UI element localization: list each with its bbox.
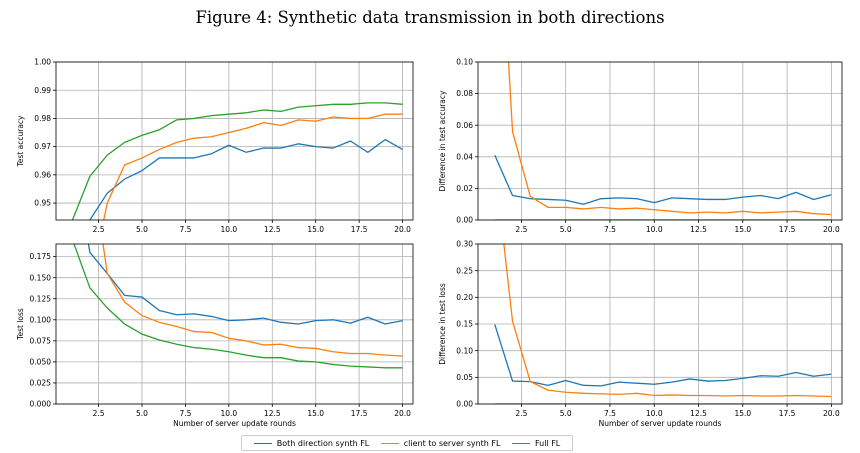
x-tick-label: 12.5 (690, 225, 707, 234)
y-tick-label: 0.06 (456, 121, 473, 130)
plot-frame (55, 243, 414, 405)
y-tick-label: 0.125 (30, 294, 52, 303)
x-tick-label: 7.5 (604, 225, 616, 234)
x-tick-label: 7.5 (179, 225, 191, 234)
legend-label-both-direction: Both direction synth FL (276, 438, 370, 448)
y-tick-label: 0.98 (34, 114, 51, 123)
legend-swatch-full-fl (511, 442, 530, 444)
x-tick-label: 15.0 (307, 225, 324, 234)
y-tick-label: 0.20 (456, 293, 473, 302)
y-tick-label: 0.025 (30, 379, 52, 388)
legend-swatch-both-direction (253, 442, 272, 444)
y-tick-label: 0.30 (456, 240, 473, 249)
chart-test-loss: 2.5 5.0 7.5 10.0 12.5 15.0 17.5 20.0 0.000 0.025 0… (16, 243, 414, 428)
series-line-full-fl (71, 102, 403, 220)
x-tick-label: 12.5 (264, 225, 281, 234)
y-tick-label: 0.95 (34, 199, 51, 208)
y-tick-label: 0.10 (456, 346, 473, 355)
x-tick-label: 10.0 (221, 225, 238, 234)
legend-label-full-fl: Full FL (534, 438, 561, 448)
chart-diff-test-accuracy: 2.5 5.0 7.5 10.0 12.5 15.0 17.5 20.0 0.00 0.02 0.0… (438, 58, 843, 234)
x-tick-label: 15.0 (307, 409, 324, 418)
x-tick-label: 15.0 (734, 225, 751, 234)
chart-diff-test-loss: 2.5 5.0 7.5 10.0 12.5 15.0 17.5 20.0 0.00 0.05 0.1… (438, 240, 843, 428)
y-tick-label: 0.96 (34, 170, 51, 179)
x-tick-label: 5.0 (560, 225, 572, 234)
series-line-client-to-server (503, 244, 832, 398)
x-tick-label: 10.0 (646, 409, 663, 418)
y-tick-label: 0.050 (30, 357, 52, 366)
y-tick-label: 0.075 (30, 336, 52, 345)
y-tick-label: 0.000 (30, 400, 52, 409)
y-axis-label: Test loss (16, 308, 25, 341)
x-tick-label: 2.5 (93, 409, 105, 418)
figure-title: Figure 4: Synthetic data transmission in… (195, 8, 665, 27)
y-axis-label: Difference in test accuracy (438, 90, 447, 191)
y-tick-label: 0.150 (30, 273, 52, 282)
x-tick-label: 10.0 (221, 409, 238, 418)
x-tick-label: 20.0 (394, 409, 411, 418)
plot-frame (55, 61, 414, 221)
x-tick-label: 2.5 (93, 225, 105, 234)
x-tick-label: 12.5 (690, 409, 707, 418)
y-tick-label: 0.99 (34, 86, 51, 95)
x-tick-label: 17.5 (779, 225, 796, 234)
x-tick-label: 2.5 (515, 409, 527, 418)
x-tick-label: 20.0 (823, 225, 840, 234)
y-tick-label: 0.175 (30, 252, 52, 261)
legend: Both direction synth FL client to server… (241, 435, 573, 451)
x-tick-label: 2.5 (515, 225, 527, 234)
x-tick-label: 17.5 (351, 225, 368, 234)
y-tick-label: 0.05 (456, 373, 473, 382)
x-tick-label: 7.5 (179, 409, 191, 418)
plot-frame (477, 61, 843, 221)
legend-swatch-client-to-server (380, 442, 399, 444)
y-axis-label: Test accuracy (16, 115, 25, 168)
y-axis-label: Difference in test loss (438, 283, 447, 365)
series-line-client-to-server (103, 113, 403, 220)
x-tick-label: 15.0 (734, 409, 751, 418)
y-tick-label: 0.00 (456, 216, 473, 225)
legend-item-both-direction: Both direction synth FL (253, 438, 370, 448)
x-tick-label: 7.5 (604, 409, 616, 418)
y-tick-label: 0.10 (456, 58, 473, 67)
series-line-both-direction (494, 154, 832, 205)
x-axis-label: Number of server update rounds (173, 419, 296, 428)
x-tick-label: 10.0 (646, 225, 663, 234)
series-line-both-direction (494, 324, 832, 387)
legend-item-full-fl: Full FL (511, 438, 561, 448)
y-tick-label: 0.02 (456, 184, 473, 193)
y-tick-label: 1.00 (34, 58, 51, 67)
series-line-full-fl (73, 244, 403, 369)
x-tick-label: 5.0 (136, 225, 148, 234)
x-axis-label: Number of server update rounds (599, 419, 722, 428)
x-tick-label: 5.0 (136, 409, 148, 418)
x-tick-label: 5.0 (560, 409, 572, 418)
x-tick-label: 20.0 (394, 225, 411, 234)
series-line-client-to-server (102, 244, 403, 357)
series-line-both-direction (89, 138, 403, 220)
y-tick-label: 0.97 (34, 142, 51, 151)
y-tick-label: 0.15 (456, 320, 473, 329)
legend-label-client-to-server: client to server synth FL (403, 438, 501, 448)
y-tick-label: 0.04 (456, 152, 473, 161)
x-tick-label: 20.0 (823, 409, 840, 418)
x-tick-label: 17.5 (351, 409, 368, 418)
x-tick-label: 12.5 (264, 409, 281, 418)
x-tick-label: 17.5 (779, 409, 796, 418)
series-line-client-to-server (507, 62, 832, 216)
chart-test-accuracy: 2.5 5.0 7.5 10.0 12.5 15.0 17.5 20.0 0.95 0.96 0.9… (16, 58, 414, 234)
y-tick-label: 0.00 (456, 400, 473, 409)
legend-item-client-to-server: client to server synth FL (380, 438, 501, 448)
y-tick-label: 0.08 (456, 89, 473, 98)
series-line-both-direction (87, 244, 403, 325)
y-tick-label: 0.100 (30, 315, 52, 324)
y-tick-label: 0.25 (456, 266, 473, 275)
